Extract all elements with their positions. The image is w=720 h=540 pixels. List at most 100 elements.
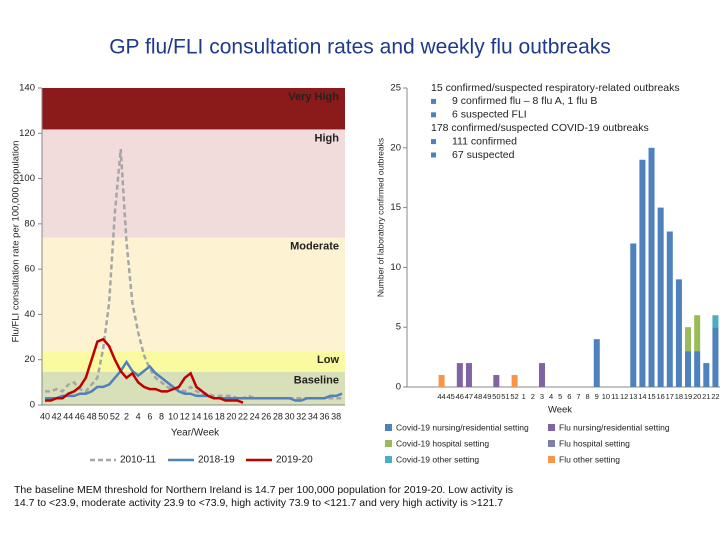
- band-label: Very High: [288, 91, 339, 103]
- x-tick-label: 12: [620, 392, 628, 401]
- bar-segment: [666, 231, 673, 387]
- x-tick-label: 15: [647, 392, 655, 401]
- x-tick-label: 48: [474, 392, 482, 401]
- x-tick-label: 1: [522, 392, 526, 401]
- legend-label: Flu nursing/residential setting: [559, 422, 670, 432]
- x-tick-label: 32: [296, 411, 306, 421]
- bar-segment: [685, 351, 692, 387]
- x-tick-label: 46: [456, 392, 464, 401]
- x-tick-label: 45: [447, 392, 455, 401]
- bar-segment: [438, 375, 445, 387]
- x-tick-label: 30: [285, 411, 295, 421]
- bar-segment: [712, 315, 719, 328]
- x-tick-label: 22: [711, 392, 719, 401]
- x-tick-label: 18: [215, 411, 225, 421]
- x-tick-label: 47: [465, 392, 473, 401]
- bar-segment: [456, 363, 463, 387]
- x-tick-label: 51: [501, 392, 509, 401]
- x-tick-label: 12: [180, 411, 190, 421]
- y-axis-title: Flu/FLI consultation rate per 100,000 po…: [11, 141, 22, 343]
- y-tick-label: 140: [19, 83, 35, 94]
- x-tick-label: 6: [567, 392, 571, 401]
- x-tick-label: 21: [702, 392, 710, 401]
- x-tick-label: 14: [638, 392, 646, 401]
- y-tick-label: 5: [396, 322, 401, 333]
- threshold-band: [42, 129, 345, 238]
- x-tick-label: 40: [40, 411, 50, 421]
- bar-segment: [712, 327, 719, 387]
- annotation: 6 suspected FLI: [452, 109, 527, 121]
- x-tick-label: 20: [226, 411, 236, 421]
- legend-swatch: [548, 456, 555, 463]
- annotation: 178 confirmed/suspected COVID-19 outbrea…: [431, 122, 649, 134]
- threshold-band: [42, 237, 345, 351]
- legend-label: 2018-19: [198, 455, 235, 466]
- annotation: 15 confirmed/suspected respiratory-relat…: [431, 82, 680, 94]
- bar-segment: [493, 375, 500, 387]
- x-tick-label: 3: [540, 392, 544, 401]
- y-tick-label: 100: [19, 173, 35, 184]
- band-label: Moderate: [290, 241, 339, 253]
- y-tick-label: 80: [24, 218, 35, 229]
- x-tick-label: 2: [124, 411, 129, 421]
- band-label: High: [315, 132, 340, 144]
- bullet: [431, 139, 436, 145]
- x-tick-label: 52: [110, 411, 120, 421]
- legend-swatch: [548, 440, 555, 447]
- bar-segment: [694, 315, 701, 352]
- bullet: [431, 112, 436, 118]
- y-tick-label: 0: [396, 382, 401, 393]
- x-tick-label: 4: [549, 392, 553, 401]
- x-tick-label: 46: [75, 411, 85, 421]
- legend-label: Flu hospital setting: [559, 438, 630, 448]
- y-tick-label: 0: [30, 400, 35, 411]
- footnote: The baseline MEM threshold for Northern …: [14, 484, 514, 509]
- bar-segment: [703, 363, 710, 387]
- y-tick-label: 20: [390, 142, 401, 153]
- x-tick-label: 9: [595, 392, 599, 401]
- x-tick-label: 50: [98, 411, 108, 421]
- x-tick-label: 16: [203, 411, 213, 421]
- annotation: 9 confirmed flu – 8 flu A, 1 flu B: [452, 95, 597, 107]
- legend-label: Covid-19 nursing/residential setting: [396, 422, 529, 432]
- y-tick-label: 20: [24, 354, 35, 365]
- x-axis-title: Week: [548, 405, 572, 416]
- threshold-band: [42, 88, 345, 130]
- series-line: [45, 359, 343, 402]
- y-axis-title: Number of laboratory confirmed outbreaks: [375, 138, 385, 297]
- legend-label: Flu other setting: [559, 454, 620, 464]
- y-tick-label: 40: [24, 309, 35, 320]
- x-tick-label: 17: [666, 392, 674, 401]
- legend-label: 2010-11: [120, 455, 156, 466]
- x-tick-label: 50: [492, 392, 500, 401]
- x-tick-label: 24: [250, 411, 260, 421]
- band-label: Low: [317, 354, 339, 366]
- x-tick-label: 49: [483, 392, 491, 401]
- slide-title: GP flu/FLI consultation rates and weekly…: [109, 36, 611, 59]
- legend-swatch: [548, 424, 555, 431]
- y-tick-label: 25: [390, 83, 401, 94]
- bar-segment: [639, 159, 646, 387]
- x-tick-label: 44: [437, 392, 445, 401]
- bullet: [431, 152, 436, 158]
- legend-swatch: [385, 424, 392, 431]
- legend-swatch: [385, 456, 392, 463]
- legend-label: 2019-20: [276, 455, 313, 466]
- bar-segment: [511, 375, 518, 387]
- y-tick-label: 120: [19, 128, 35, 139]
- x-tick-label: 20: [693, 392, 701, 401]
- bar-segment: [657, 207, 664, 387]
- x-tick-label: 13: [629, 392, 637, 401]
- bullet: [431, 98, 436, 104]
- x-tick-label: 22: [238, 411, 248, 421]
- y-tick-label: 15: [390, 202, 401, 213]
- x-tick-label: 4: [136, 411, 141, 421]
- x-tick-label: 8: [159, 411, 164, 421]
- bar-segment: [675, 279, 682, 387]
- bar-segment: [648, 147, 655, 387]
- x-tick-label: 19: [684, 392, 692, 401]
- x-tick-label: 14: [191, 411, 201, 421]
- legend-swatch: [385, 440, 392, 447]
